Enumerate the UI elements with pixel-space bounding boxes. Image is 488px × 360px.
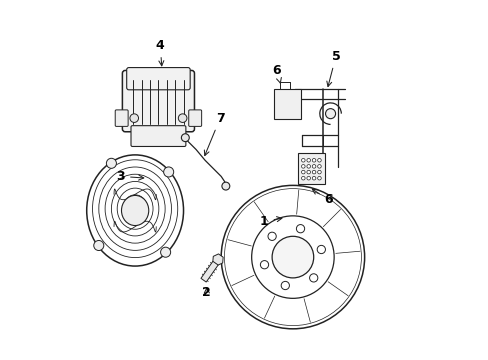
Circle shape [181, 134, 189, 141]
Circle shape [312, 165, 315, 168]
Circle shape [301, 165, 305, 168]
FancyBboxPatch shape [115, 110, 128, 126]
Circle shape [301, 170, 305, 174]
Circle shape [309, 274, 317, 282]
Text: 6: 6 [312, 189, 332, 206]
Circle shape [312, 158, 315, 162]
Circle shape [160, 247, 170, 257]
Circle shape [317, 246, 325, 253]
Circle shape [178, 114, 186, 122]
Circle shape [306, 165, 310, 168]
Circle shape [267, 232, 276, 240]
Circle shape [325, 109, 335, 119]
Circle shape [317, 165, 321, 168]
Circle shape [317, 158, 321, 162]
Circle shape [312, 176, 315, 180]
Ellipse shape [121, 195, 148, 226]
Bar [274, 89, 301, 119]
Circle shape [94, 240, 103, 251]
Text: 1: 1 [259, 215, 281, 228]
Circle shape [301, 158, 305, 162]
FancyBboxPatch shape [126, 68, 190, 90]
Circle shape [130, 114, 138, 122]
Circle shape [222, 182, 229, 190]
Circle shape [260, 261, 268, 269]
FancyBboxPatch shape [188, 110, 201, 126]
Bar [298, 153, 325, 184]
Circle shape [106, 158, 116, 168]
Text: 7: 7 [204, 112, 224, 156]
Circle shape [312, 170, 315, 174]
FancyBboxPatch shape [131, 126, 185, 147]
Polygon shape [201, 261, 218, 282]
Text: 3: 3 [116, 170, 143, 183]
Circle shape [317, 176, 321, 180]
Circle shape [301, 176, 305, 180]
Circle shape [306, 170, 310, 174]
Circle shape [271, 236, 313, 278]
Text: 6: 6 [272, 64, 281, 83]
Circle shape [317, 170, 321, 174]
Text: 5: 5 [326, 50, 340, 86]
Circle shape [306, 176, 310, 180]
Circle shape [281, 282, 289, 290]
Circle shape [306, 158, 310, 162]
Circle shape [296, 225, 304, 233]
Text: 2: 2 [202, 287, 211, 300]
Circle shape [163, 167, 173, 177]
FancyBboxPatch shape [122, 71, 194, 132]
Text: 4: 4 [156, 39, 164, 66]
Polygon shape [212, 254, 223, 265]
